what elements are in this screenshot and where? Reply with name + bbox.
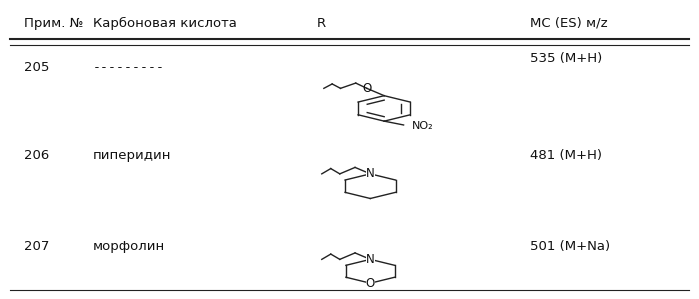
Text: NO₂: NO₂ — [412, 121, 433, 132]
Text: МС (ES) м/z: МС (ES) м/z — [530, 17, 607, 30]
Text: морфолин: морфолин — [93, 240, 165, 253]
Text: 207: 207 — [24, 240, 49, 253]
Text: N: N — [366, 253, 375, 266]
Text: ---------: --------- — [93, 61, 165, 74]
Text: 481 (M+H): 481 (M+H) — [530, 149, 602, 162]
Text: 205: 205 — [24, 61, 49, 74]
Text: 206: 206 — [24, 149, 49, 162]
Text: N: N — [366, 167, 375, 180]
Text: O: O — [366, 277, 375, 290]
Text: пиперидин: пиперидин — [93, 149, 171, 162]
Text: Карбоновая кислота: Карбоновая кислота — [93, 17, 237, 30]
Text: 501 (M+Na): 501 (M+Na) — [530, 240, 610, 253]
Text: 535 (M+H): 535 (M+H) — [530, 52, 602, 65]
Text: O: O — [362, 82, 371, 95]
Text: Прим. №: Прим. № — [24, 17, 83, 30]
Text: R: R — [317, 17, 326, 30]
